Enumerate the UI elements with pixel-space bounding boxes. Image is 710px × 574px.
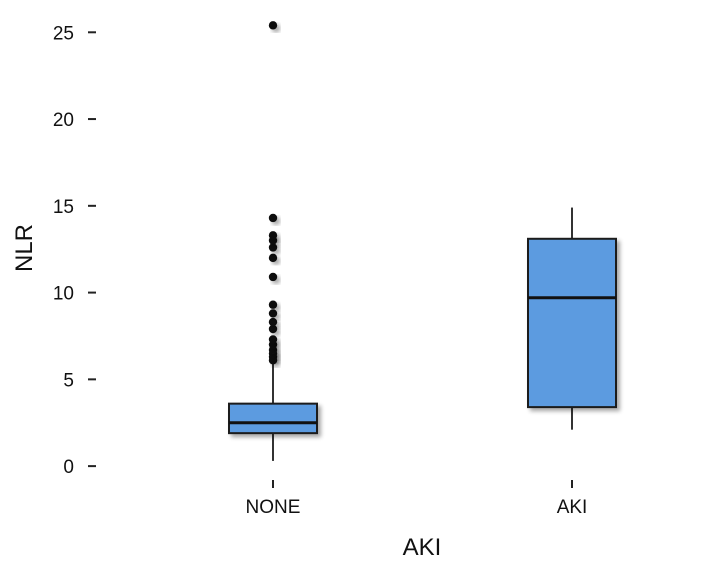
outlier-point (268, 21, 278, 30)
outlier-point (268, 243, 278, 252)
y-tick-label: 15 (53, 197, 74, 218)
box-none (228, 402, 318, 435)
outlier-point (268, 253, 278, 263)
x-tick-label: AKI (557, 497, 588, 518)
outlier-point (268, 300, 278, 309)
outlier-point (268, 317, 278, 327)
outlier-point (268, 231, 278, 240)
y-tick-label: 0 (63, 457, 74, 478)
box-aki (527, 237, 617, 409)
outlier-point (268, 335, 278, 344)
outlier-point (268, 272, 278, 282)
outlier-point (268, 324, 278, 334)
outlier-point (268, 213, 278, 223)
y-tick-label: 20 (53, 110, 74, 131)
x-axis-title: AKI (403, 534, 442, 561)
x-tick-label: NONE (246, 497, 301, 518)
axes-group: 0 5 10 15 20 25 NONE AKI (53, 12, 696, 518)
y-tick-label: 5 (63, 370, 74, 391)
plot-marks (228, 21, 617, 461)
outlier-point (268, 309, 278, 318)
y-axis-title: NLR (11, 224, 38, 272)
y-tick-label: 25 (53, 23, 74, 44)
y-tick-label: 10 (53, 284, 74, 305)
